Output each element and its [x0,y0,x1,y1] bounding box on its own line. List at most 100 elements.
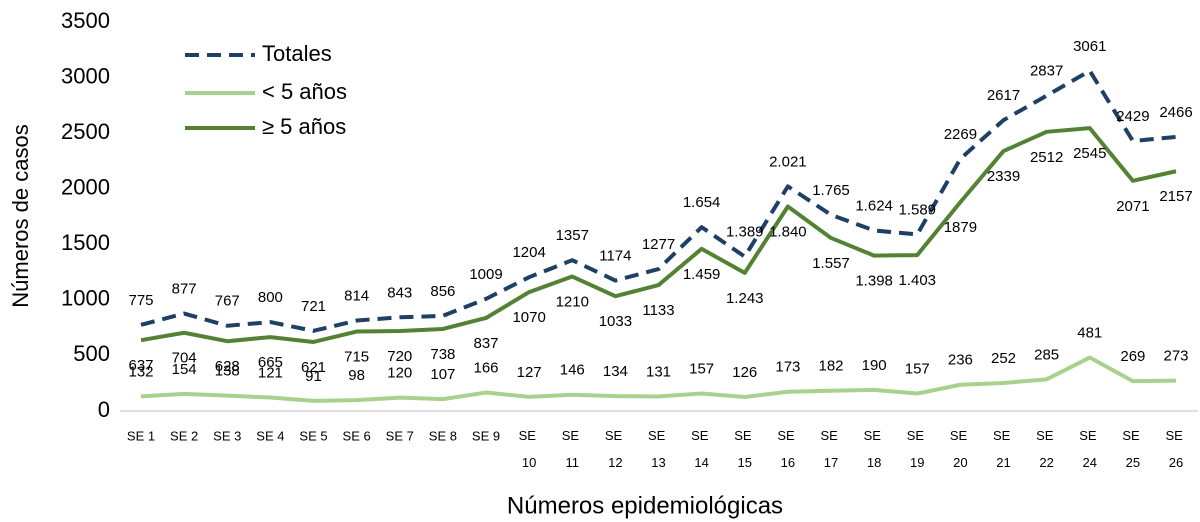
data-label: 1204 [512,244,545,261]
data-label: 1277 [642,236,675,253]
data-label: 138 [215,363,240,380]
data-label: 273 [1163,348,1188,365]
data-label: 877 [172,280,197,297]
data-label: 837 [473,335,498,352]
line-series [140,68,1177,333]
x-tick-label: SE 18 [864,428,885,470]
data-label: 767 [215,293,240,310]
data-label: 91 [305,368,322,385]
x-tick-label: SE 11 [562,428,583,470]
x-tick-label: SE 25 [1122,428,1143,470]
x-tick-label: SE 26 [1166,428,1187,470]
data-label: 2071 [1116,198,1149,215]
data-label: 628 [215,358,240,375]
data-label: 637 [128,357,153,374]
data-label: 665 [258,354,283,371]
data-label: 236 [948,352,973,369]
y-tick-label: 2000 [61,175,110,200]
x-axis-title: Números epidemiológicas [507,492,783,519]
data-label: 621 [301,359,326,376]
data-label: 3061 [1073,38,1106,55]
data-label: 2157 [1159,188,1192,205]
data-label: 1210 [556,293,589,310]
data-label: 775 [128,292,153,309]
data-label: 856 [430,283,455,300]
data-label: 173 [775,359,800,376]
data-label: 814 [344,287,369,304]
y-tick-label: 1000 [61,286,110,311]
data-label: 715 [344,349,369,366]
data-label: 190 [862,357,887,374]
data-label: 107 [430,366,455,383]
x-tick-label: SE 15 [734,428,755,470]
x-tick-label: SE 16 [777,428,798,470]
y-tick-label: 3000 [61,63,110,88]
data-label: 1070 [512,309,545,326]
x-tick-label: SE 24 [1079,428,1100,470]
data-label: 1357 [556,227,589,244]
data-label: 98 [348,367,365,384]
legend-label: Totales [262,41,332,66]
legend-label: ≥ 5 años [262,114,346,139]
y-axis-title: Números de casos [8,124,33,307]
data-label: 1.389 [726,224,764,241]
x-tick-label: SE 10 [519,428,540,470]
data-label: 800 [258,289,283,306]
data-label: 1.589 [898,201,936,218]
data-label: 1.840 [769,223,807,240]
x-tick-label: SE 21 [993,428,1014,470]
x-tick-label: SE 2 [170,428,198,443]
y-tick-label: 500 [73,341,110,366]
data-label: 1879 [944,219,977,236]
data-label: 2466 [1159,104,1192,121]
data-label: 252 [991,350,1016,367]
x-tick-label: SE 1 [127,428,155,443]
data-label: 2837 [1030,63,1063,80]
data-label: 157 [689,361,714,378]
data-label: 738 [430,346,455,363]
data-label: 121 [258,365,283,382]
data-label: 1.398 [855,273,893,290]
data-label: 481 [1077,325,1102,342]
data-label: 157 [905,361,930,378]
data-label: 126 [732,364,757,381]
data-label: 2269 [944,126,977,143]
data-label: 131 [646,363,671,380]
data-label: 285 [1034,346,1059,363]
data-label: 2512 [1030,149,1063,166]
data-label: 1033 [599,313,632,330]
x-tick-label: SE 9 [472,428,500,443]
x-tick-label: SE 12 [605,428,626,470]
x-tick-label: SE 3 [213,428,241,443]
data-label: 2339 [987,168,1020,185]
data-label: 843 [387,284,412,301]
data-label: 269 [1120,348,1145,365]
x-tick-label: SE 19 [907,428,928,470]
data-label: 182 [818,358,843,375]
data-label: 2.021 [769,153,807,170]
data-label: 132 [128,363,153,380]
line-series [140,355,1177,403]
x-tick-label: SE 7 [386,428,414,443]
data-label: 704 [172,350,197,367]
x-tick-label: SE 5 [299,428,327,443]
legend-label: < 5 años [262,79,347,104]
data-label: 1.557 [812,255,850,272]
x-tick-label: SE 20 [950,428,971,470]
x-tick-label: SE 8 [429,428,457,443]
data-label: 1.624 [855,197,893,214]
data-label: 721 [301,298,326,315]
x-tick-label: SE 4 [256,428,284,443]
data-label: 1.765 [812,182,850,199]
x-tick-label: SE 13 [648,428,669,470]
data-label: 1009 [469,266,502,283]
data-label: 2617 [987,87,1020,104]
data-label: 2545 [1073,145,1106,162]
data-label: 1174 [599,247,631,264]
y-tick-label: 2500 [61,119,110,144]
data-label: 2429 [1116,108,1149,125]
data-label: 127 [517,364,542,381]
x-tick-label: SE 14 [691,428,712,470]
data-label: 134 [603,363,628,380]
